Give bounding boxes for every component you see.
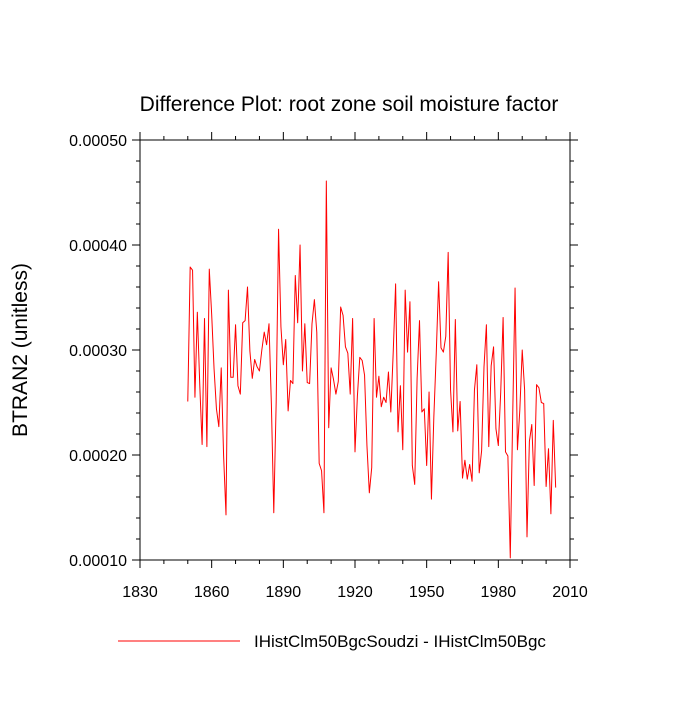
legend: IHistClm50BgcSoudzi - IHistClm50Bgc [118, 632, 546, 651]
series-line [187, 180, 557, 559]
x-tick-label: 1860 [194, 584, 230, 601]
x-tick-label: 1980 [481, 584, 517, 601]
chart-title: Difference Plot: root zone soil moisture… [140, 93, 559, 116]
plot-frame [139, 139, 571, 561]
y-tick-label: 0.00030 [69, 343, 127, 360]
x-tick-label: 1890 [266, 584, 302, 601]
y-tick-label: 0.00050 [69, 133, 127, 150]
x-tick-label: 1950 [409, 584, 445, 601]
axis-ticks: 1830 1860 1890 1920 1950 1980 2010 0.00010 0.000… [69, 132, 588, 601]
series-layer [187, 180, 557, 559]
x-tick-label: 2010 [552, 584, 588, 601]
y-axis-label: BTRAN2 (unitless) [9, 263, 32, 437]
y-tick-label: 0.00010 [69, 553, 127, 570]
y-tick-label: 0.00040 [69, 238, 127, 255]
y-tick-label: 0.00020 [69, 448, 127, 465]
x-tick-label: 1920 [337, 584, 373, 601]
legend-label: IHistClm50BgcSoudzi - IHistClm50Bgc [254, 632, 546, 651]
x-tick-label: 1830 [122, 584, 158, 601]
